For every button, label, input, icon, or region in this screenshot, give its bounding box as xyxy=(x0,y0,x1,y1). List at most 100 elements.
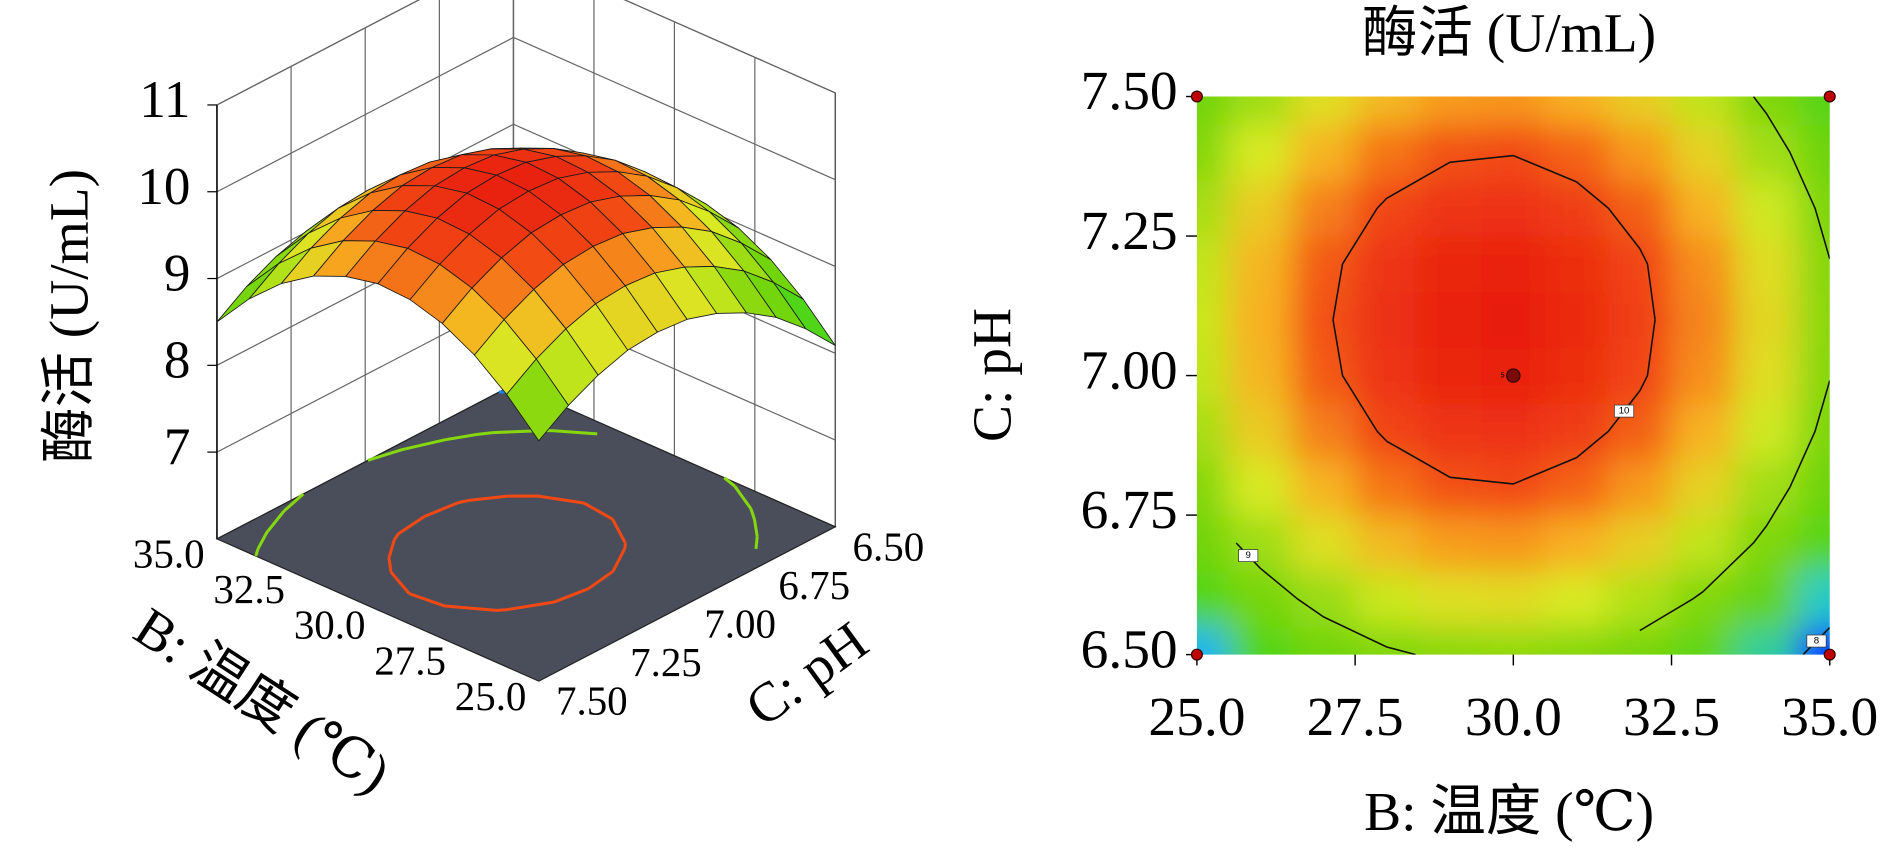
floor-contour xyxy=(254,429,759,557)
heat-cell xyxy=(1481,291,1546,349)
heat-cell xyxy=(1228,626,1293,655)
heat-cell xyxy=(1196,124,1230,181)
heat-cell xyxy=(1734,124,1799,181)
heat-cell xyxy=(1671,626,1736,655)
y-tick-label: 7.25 xyxy=(630,639,702,685)
contour-line xyxy=(1235,96,1830,655)
heat-cell xyxy=(1734,459,1799,516)
heat-cell xyxy=(1734,291,1799,349)
heat-cell xyxy=(1418,347,1483,405)
heat-cell xyxy=(1798,347,1830,405)
heat-cell xyxy=(1671,347,1736,405)
contour-label-box xyxy=(1806,634,1827,648)
heat-cell xyxy=(1734,96,1799,126)
x-tick-label: 30.0 xyxy=(294,602,366,648)
contour-label: 8 xyxy=(1814,636,1819,647)
heat-cell xyxy=(1228,459,1293,516)
heat-cell xyxy=(1671,515,1736,572)
heat-cell xyxy=(1798,236,1830,293)
heat-cell xyxy=(1608,347,1673,405)
heat-cell xyxy=(1196,626,1230,655)
heat-cell xyxy=(1291,347,1356,405)
point-label: 5 xyxy=(1500,370,1504,379)
heat-cell xyxy=(1481,96,1546,126)
heat-cell xyxy=(1608,180,1673,237)
y-tick-label: 7.50 xyxy=(1081,60,1178,121)
heat-cell xyxy=(1544,626,1609,655)
heat-cell xyxy=(1798,124,1830,181)
contour-label: 9 xyxy=(1246,550,1251,561)
heat-cell xyxy=(1196,96,1230,126)
heat-cell xyxy=(1291,236,1356,293)
heat-cell xyxy=(1418,96,1483,126)
heat-cell xyxy=(1481,180,1546,237)
heat-cell xyxy=(1355,347,1420,405)
heat-cell xyxy=(1671,570,1736,628)
heat-cell xyxy=(1228,124,1293,181)
heat-cell xyxy=(1544,515,1609,572)
heat-cell xyxy=(1798,291,1830,349)
y-tick-label: 7.00 xyxy=(1081,339,1178,400)
heat-cell xyxy=(1418,124,1483,181)
heat-cell xyxy=(1734,515,1799,572)
heat-cell xyxy=(1798,515,1830,572)
heat-cell xyxy=(1671,96,1736,126)
heat-cell xyxy=(1544,347,1609,405)
heat-cell xyxy=(1196,347,1230,405)
heat-cell xyxy=(1355,291,1420,349)
heat-cell xyxy=(1291,291,1356,349)
z-tick-label: 8 xyxy=(164,331,191,389)
heat-cell xyxy=(1196,570,1230,628)
heatmap: 8 9 10 xyxy=(1196,96,1830,655)
heat-cell xyxy=(1608,515,1673,572)
heat-cell xyxy=(1798,180,1830,237)
heat-cell xyxy=(1228,403,1293,460)
surface-cell xyxy=(506,358,569,442)
contour-label: 10 xyxy=(1619,406,1630,417)
heat-cell xyxy=(1355,96,1420,126)
heat-cell xyxy=(1196,180,1230,237)
x-tick-label: 32.5 xyxy=(213,566,285,612)
x-tick-label: 30.0 xyxy=(1465,686,1562,747)
heat-cell xyxy=(1291,124,1356,181)
heat-cell xyxy=(1228,347,1293,405)
design-point xyxy=(1823,648,1836,661)
heat-cell xyxy=(1608,626,1673,655)
heat-cell xyxy=(1291,626,1356,655)
design-point xyxy=(1506,368,1521,383)
y-axis-label: C: pH xyxy=(962,308,1023,442)
contour-label-box xyxy=(1614,404,1635,418)
heat-cell xyxy=(1734,403,1799,460)
heat-cell xyxy=(1418,570,1483,628)
heat-cell xyxy=(1228,515,1293,572)
heat-cell xyxy=(1608,96,1673,126)
heat-cell xyxy=(1196,236,1230,293)
heat-cell xyxy=(1481,570,1546,628)
heat-cell xyxy=(1544,291,1609,349)
x-axis-label: B: 温度 (℃) xyxy=(1364,781,1654,842)
heat-cell xyxy=(1734,180,1799,237)
heat-cell xyxy=(1734,570,1799,628)
heat-cell xyxy=(1355,570,1420,628)
heat-cell xyxy=(1291,180,1356,237)
heat-cell xyxy=(1355,124,1420,181)
heat-cell xyxy=(1418,236,1483,293)
heat-cell xyxy=(1671,236,1736,293)
design-point xyxy=(1190,90,1203,103)
heat-cell xyxy=(1228,570,1293,628)
grid-line xyxy=(216,0,836,106)
heat-cell xyxy=(1544,459,1609,516)
heat-cell xyxy=(1798,459,1830,516)
x-tick-label: 25.0 xyxy=(455,673,527,719)
heat-cell xyxy=(1798,96,1830,126)
heat-cell xyxy=(1418,459,1483,516)
z-axis-label: 酶活 (U/mL) xyxy=(38,169,99,463)
heat-cell xyxy=(1481,626,1546,655)
heat-cell xyxy=(1608,459,1673,516)
heat-cell xyxy=(1196,515,1230,572)
heat-cell xyxy=(1544,403,1609,460)
heat-cell xyxy=(1608,291,1673,349)
heat-cell xyxy=(1608,124,1673,181)
